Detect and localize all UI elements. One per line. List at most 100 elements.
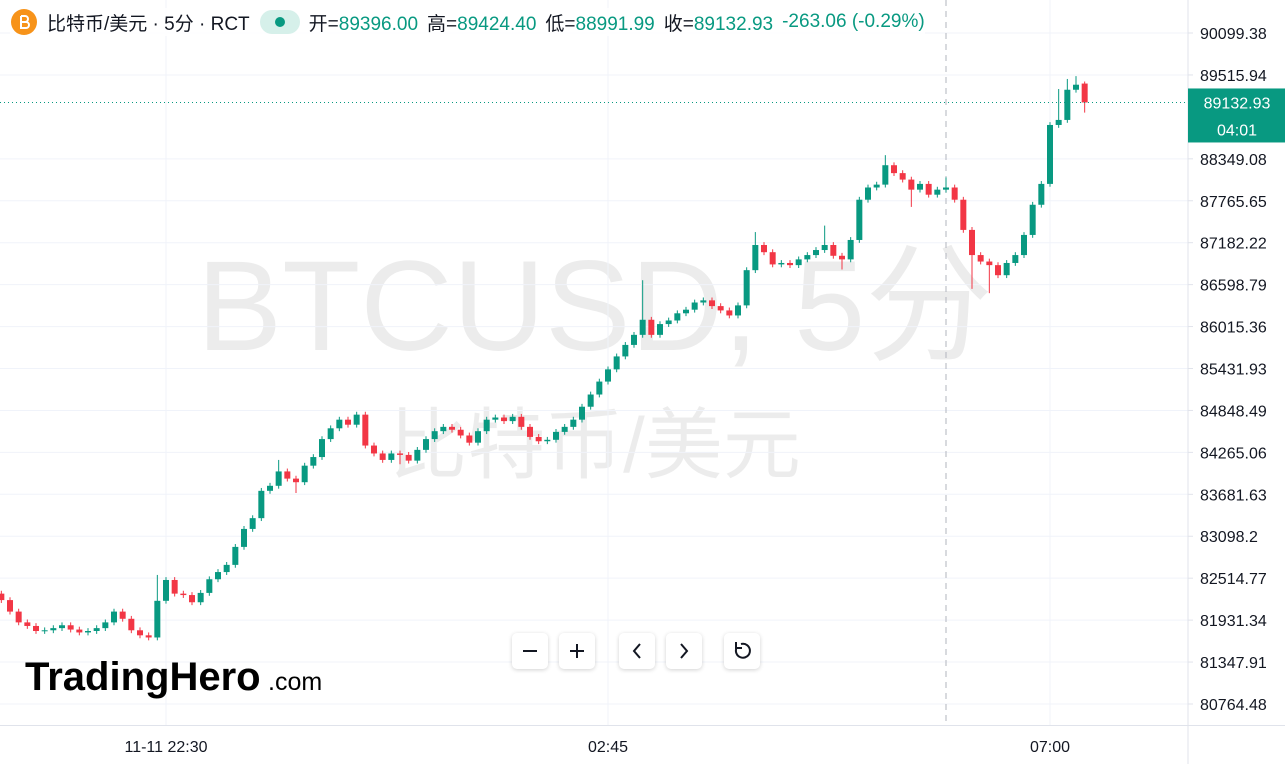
scroll-left-button[interactable]: [619, 633, 655, 669]
candle-body: [431, 431, 438, 440]
candle-body: [665, 320, 672, 325]
candle-body: [293, 478, 299, 483]
candle-body: [1038, 183, 1045, 205]
candle-body: [145, 635, 152, 638]
candle-body: [501, 417, 507, 422]
candle-body: [449, 426, 455, 430]
candle-body: [1064, 89, 1071, 120]
candle-body: [362, 414, 369, 446]
candle-body: [613, 356, 620, 370]
candle-body: [700, 300, 707, 303]
candle-body: [561, 426, 568, 432]
last-price-box: [1188, 88, 1285, 143]
candle-body: [336, 419, 343, 429]
candle-body: [986, 261, 993, 266]
candle-body: [553, 431, 559, 440]
y-tick-label: 86598.79: [1200, 278, 1267, 295]
candle-body: [93, 628, 100, 632]
field-label: 开=: [308, 13, 339, 35]
field-label: 收=: [663, 13, 694, 35]
candle-body: [509, 416, 516, 422]
candle-body: [1047, 124, 1053, 184]
y-tick-label: 84848.49: [1200, 403, 1267, 420]
candle-body: [301, 465, 308, 483]
candle-body: [544, 439, 551, 442]
y-tick-label: 90099.38: [1200, 26, 1267, 43]
candle-body: [24, 622, 31, 626]
candle-body: [717, 306, 724, 311]
y-tick-label: 83681.63: [1200, 487, 1267, 504]
candle-body: [1073, 84, 1079, 90]
candle-body: [50, 628, 57, 631]
candle-body: [319, 439, 325, 458]
candle-body: [683, 309, 689, 314]
candle-body: [778, 262, 785, 265]
y-tick-label: 82514.77: [1200, 571, 1267, 588]
candle-body: [457, 429, 464, 436]
candle-body: [709, 300, 715, 307]
candle-body: [215, 572, 221, 580]
x-tick-label: 07:00: [1030, 739, 1070, 756]
watermark-symbol: BTCUSD, 5分: [197, 235, 994, 378]
candle-body: [570, 419, 577, 427]
zoom-in-button[interactable]: [559, 633, 595, 669]
candle-body: [85, 631, 91, 633]
x-tick-label: 11-11 22:30: [124, 739, 207, 756]
candle-body: [839, 255, 845, 260]
candle-body: [596, 381, 603, 395]
candle-body: [232, 546, 239, 565]
candle-body: [76, 629, 83, 633]
candle-body: [761, 245, 767, 253]
y-tick-label: 89515.94: [1200, 68, 1267, 85]
candle-body: [830, 245, 837, 256]
symbol: 比特币/美元 · 5分 · RCT: [47, 13, 250, 35]
candle-body: [587, 394, 594, 407]
candle-body: [518, 416, 525, 427]
candle-body: [882, 165, 889, 185]
zoom-out-button[interactable]: [512, 633, 548, 669]
candle-body: [934, 189, 941, 195]
field-value: 89132.93: [693, 13, 774, 35]
candle-body: [951, 187, 958, 200]
candle-body: [1029, 204, 1036, 235]
candle-body: [527, 426, 533, 437]
logo-suffix: .com: [268, 668, 322, 696]
candle-body: [0, 593, 5, 601]
reset-button[interactable]: [724, 633, 760, 669]
candle-body: [865, 187, 871, 200]
candle-body: [917, 183, 923, 190]
candle-body: [345, 419, 351, 425]
candle-body: [15, 611, 22, 623]
candle-body: [154, 600, 161, 638]
candle-body: [475, 431, 481, 443]
candle-body: [275, 471, 282, 486]
candle-body: [648, 319, 655, 335]
candle-body: [1081, 83, 1088, 103]
y-tick-label: 85431.93: [1200, 361, 1267, 378]
candle-body: [440, 426, 447, 432]
y-tick-label: 80764.48: [1200, 697, 1267, 714]
field-label: 低=: [545, 13, 576, 35]
candle-body: [795, 259, 802, 266]
field-value: 89396.00: [338, 13, 419, 35]
coin-icon: [11, 9, 37, 35]
candle-body: [995, 265, 1001, 276]
y-tick-label: 83098.2: [1200, 529, 1258, 546]
candle-body: [206, 579, 213, 593]
ohlc-fields: 开=89396.00 高=89424.40 低=88991.99 收=89132.93: [300, 9, 773, 36]
candle-body: [605, 369, 611, 382]
y-tick-label: 86015.36: [1200, 320, 1267, 337]
candle-body: [847, 239, 854, 260]
y-tick-label: 81347.91: [1200, 655, 1267, 672]
y-tick-label: 88349.08: [1200, 152, 1267, 169]
scroll-right-button[interactable]: [666, 633, 702, 669]
candle-body: [492, 417, 499, 420]
candle-body: [7, 600, 13, 612]
candle-body: [899, 173, 906, 180]
candle-body: [925, 183, 932, 195]
candle-body: [969, 229, 975, 256]
candle-body: [726, 310, 733, 316]
status-pill: [259, 10, 300, 34]
candle-body: [102, 622, 109, 629]
candle-body: [691, 302, 698, 310]
